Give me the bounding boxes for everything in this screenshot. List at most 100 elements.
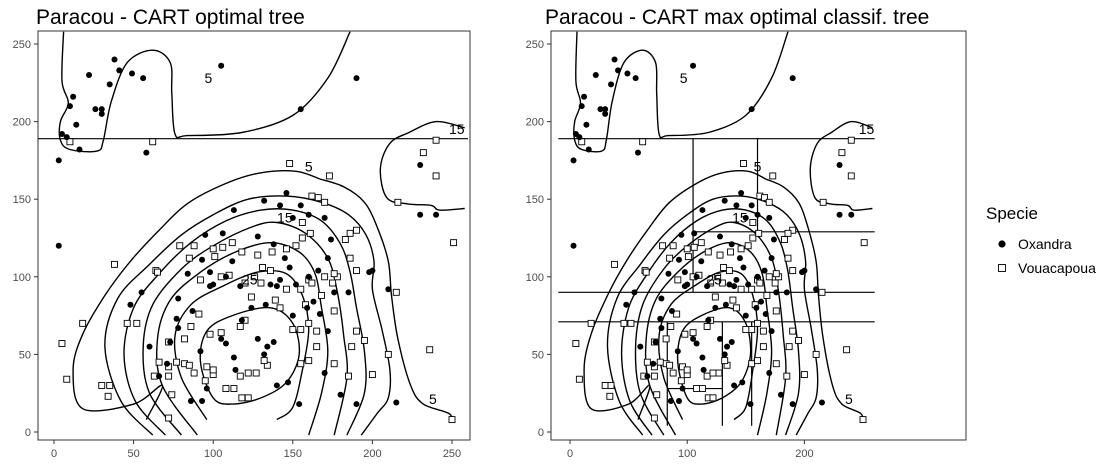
panel-right-point-vouacapoua [693,385,701,392]
panel-left-point-oxandra [433,211,440,218]
panel-right-point-vouacapoua [677,377,685,385]
panel-left-x-tick-label: 100 [204,448,222,460]
panel-left-point-oxandra [86,72,93,79]
panel-left-point-vouacapoua [329,279,337,287]
panel-left-point-vouacapoua [289,326,297,334]
panel-right-point-vouacapoua [715,369,723,377]
panel-left-point-vouacapoua [384,350,392,358]
panel-left-point-oxandra [321,370,328,377]
panel-left-point-vouacapoua [268,248,276,256]
panel-right-contour-label: 5 [845,391,853,407]
panel-left-point-vouacapoua [197,276,204,284]
panel-right-point-vouacapoua [749,219,757,226]
panel-right-point-vouacapoua [709,369,717,377]
panel-right-point-oxandra [783,289,790,296]
panel-left-contour-line [199,306,301,405]
panel-right-point-oxandra [644,373,651,380]
panel-left-point-oxandra [254,335,261,342]
panel-left-point-oxandra [254,233,261,240]
panel-right-y-tick-label: 100 [526,272,544,284]
panel-right-point-oxandra [739,379,746,386]
panel-left-contour-label: 25 [242,272,258,288]
panel-left-point-oxandra [203,385,210,392]
panel-right-point-oxandra [675,397,682,404]
panel-right-point-vouacapoua [754,357,761,365]
panel-left-point-vouacapoua [155,358,163,366]
panel-left-point-vouacapoua [190,369,198,377]
panel-left-point-vouacapoua [211,253,219,261]
panel-right-point-vouacapoua [765,198,773,206]
panel-right-point-vouacapoua [819,198,827,206]
panel-right-contour-label: 15 [859,121,875,137]
panel-left-y-tick-label: 100 [13,272,31,284]
panel-left-point-oxandra [324,328,331,335]
panel-left-point-oxandra [55,242,62,249]
panel-left-point-vouacapoua [318,291,325,299]
panel-left-point-oxandra [175,325,182,332]
panel-right-point-oxandra [731,382,738,389]
panel-right-point-vouacapoua [772,270,780,278]
panel-left-point-vouacapoua [254,251,262,259]
panel-right-point-vouacapoua [818,288,826,296]
panel-left-point-oxandra [140,75,147,82]
panel-right-y-tick-label: 50 [532,349,544,361]
panel-left-point-oxandra [417,162,424,169]
panel-right-point-vouacapoua [587,319,595,327]
panel-left-y-tick-label: 200 [13,117,31,129]
panel-left-point-vouacapoua [276,304,284,312]
panel-left-point-oxandra [76,146,83,153]
panel-left-x-tick-label: 150 [284,448,302,460]
panel-right-point-vouacapoua [639,138,647,146]
panel-right-point-oxandra [699,354,706,361]
panel-right-point-vouacapoua [800,371,808,379]
panel-left-point-vouacapoua [201,377,209,385]
panel-right-point-vouacapoua [703,372,711,380]
panel-left-point-vouacapoua [241,279,249,287]
panel-right-point-oxandra [724,343,731,350]
panel-right-point-vouacapoua [812,350,820,358]
panel-left-point-vouacapoua [313,327,321,335]
panel-right-point-vouacapoua [721,357,729,365]
panel-right-point-vouacapoua [860,239,868,247]
panel-left-point-oxandra [281,255,288,262]
panel-left-point-oxandra [222,340,229,347]
panel-left-point-oxandra [218,335,225,342]
panel-left-point-vouacapoua [176,242,184,250]
panel-left-point-vouacapoua [209,245,217,253]
panel-left-point-oxandra [199,397,206,404]
panel-right-point-oxandra [665,270,672,277]
panel-left-point-oxandra [146,343,153,350]
panel-left-point-oxandra [127,301,134,308]
panel-left-point-vouacapoua [330,270,338,278]
panel-left-contour-label: 5 [305,158,313,174]
panel-left-y-tick-label: 250 [13,39,31,51]
panel-right-point-oxandra [738,189,745,196]
panel-right-point-vouacapoua [789,327,797,335]
panel-right-point-oxandra [705,317,712,324]
panel-left-point-vouacapoua [297,326,305,334]
panel-right-point-oxandra [634,149,641,156]
panel-left-point-vouacapoua [190,242,198,250]
panel-left-x-tick-label: 0 [51,448,57,460]
panel-left-point-oxandra [289,312,296,319]
panel-right-point-vouacapoua [669,242,677,250]
panel-left-point-oxandra [270,241,277,248]
panel-right-point-oxandra [581,93,588,100]
panel-left-point-oxandra [324,255,331,262]
panel-left-point-vouacapoua [448,416,456,424]
panel-left-point-oxandra [305,211,312,218]
panel-right-point-oxandra [717,335,724,342]
panel-right-point-oxandra [726,281,733,288]
panel-right-point-vouacapoua [572,340,580,347]
panel-left-contour-labels: 5 5 15 15 25 5 [205,70,465,407]
panel-right-point-oxandra [748,202,755,209]
panel-right-point-oxandra [836,211,843,218]
panel-right-point-oxandra [740,264,747,271]
panel-left-point-oxandra [417,211,424,218]
panel-right-contour-line [634,221,787,436]
panel-right-point-oxandra [632,75,639,82]
panel-right-point-vouacapoua [575,375,583,383]
panel-left-point-oxandra [369,267,376,274]
panel-left-point-oxandra [285,379,292,386]
panel-left-point-oxandra [219,230,226,237]
